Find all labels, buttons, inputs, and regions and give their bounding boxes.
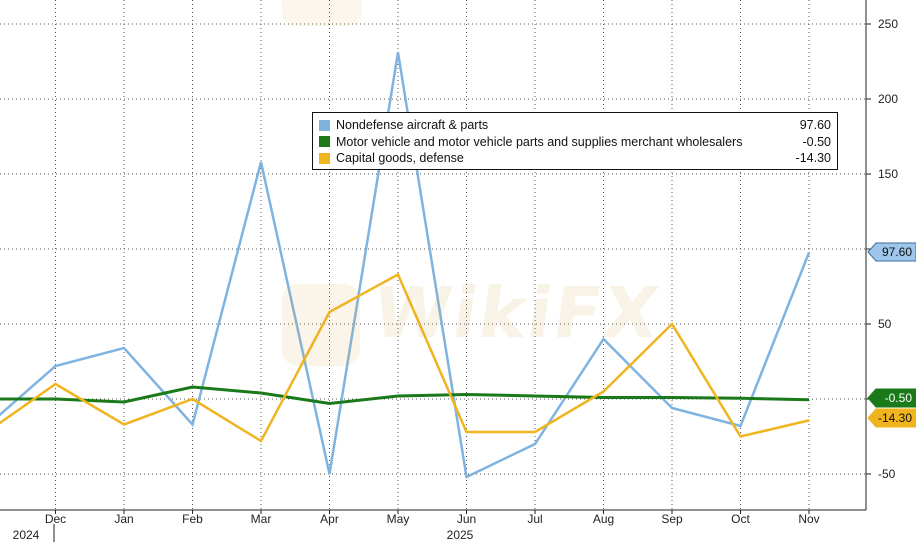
x-tick-label: Apr xyxy=(320,512,339,526)
legend: Nondefense aircraft & parts 97.60 Motor … xyxy=(312,112,838,170)
legend-label: Capital goods, defense xyxy=(336,151,464,166)
legend-entry: Motor vehicle and motor vehicle parts an… xyxy=(319,134,831,151)
legend-swatch xyxy=(319,136,330,148)
x-tick-label: Nov xyxy=(798,512,819,526)
badge-label: -0.50 xyxy=(885,391,913,405)
legend-value: -0.50 xyxy=(802,134,832,149)
badge-shape xyxy=(867,408,916,428)
y-tick-label: 250 xyxy=(878,17,898,31)
gridlines xyxy=(0,0,866,510)
series-line xyxy=(0,272,810,443)
x-tick-label: Jul xyxy=(527,512,542,526)
legend-label: Motor vehicle and motor vehicle parts an… xyxy=(336,134,743,149)
x-tick-label: Aug xyxy=(593,512,614,526)
x-tick-label: Oct xyxy=(731,512,750,526)
x-tick-label: May xyxy=(387,512,410,526)
x-tick-label: Mar xyxy=(251,512,272,526)
last-value-badge: -14.30 xyxy=(867,408,916,428)
legend-entry: Nondefense aircraft & parts 97.60 xyxy=(319,117,831,134)
x-tick-label: Feb xyxy=(182,512,203,526)
last-value-badge: -0.50 xyxy=(867,388,916,408)
tick-labels: -50 50 150 200 250 Dec Jan Feb Mar Apr May Jun Jul Au… xyxy=(13,17,899,542)
series-line xyxy=(0,52,811,479)
y-tick-label: 200 xyxy=(878,92,898,106)
x-tick-label: Sep xyxy=(661,512,683,526)
x-tick-label: Jun xyxy=(457,512,476,526)
badge-shape xyxy=(867,388,916,408)
legend-swatch xyxy=(319,119,330,131)
legend-value: 97.60 xyxy=(799,118,831,133)
legend-entry: Capital goods, defense -14.30 xyxy=(319,150,831,167)
legend-value: -14.30 xyxy=(795,151,831,166)
x-tick-label: Jan xyxy=(114,512,133,526)
series-lines xyxy=(0,52,811,479)
axes xyxy=(0,0,871,542)
badge-label: -14.30 xyxy=(878,411,912,425)
x-tick-label: Dec xyxy=(45,512,66,526)
y-tick-label: -50 xyxy=(878,467,896,481)
series-line xyxy=(0,385,810,406)
last-value-badge: 97.60 xyxy=(867,242,916,262)
legend-swatch xyxy=(319,152,330,164)
badge-shape xyxy=(867,242,916,262)
legend-label: Nondefense aircraft & parts xyxy=(336,118,489,133)
year-label: 2025 xyxy=(447,528,474,542)
y-tick-label: 50 xyxy=(878,317,892,331)
watermark-logo-top xyxy=(282,0,362,26)
badge-label: 97.60 xyxy=(882,245,912,259)
last-value-badges: 97.60 -0.50 -14.30 xyxy=(867,242,916,428)
year-label: 2024 xyxy=(13,528,40,542)
y-tick-label: 150 xyxy=(878,167,898,181)
